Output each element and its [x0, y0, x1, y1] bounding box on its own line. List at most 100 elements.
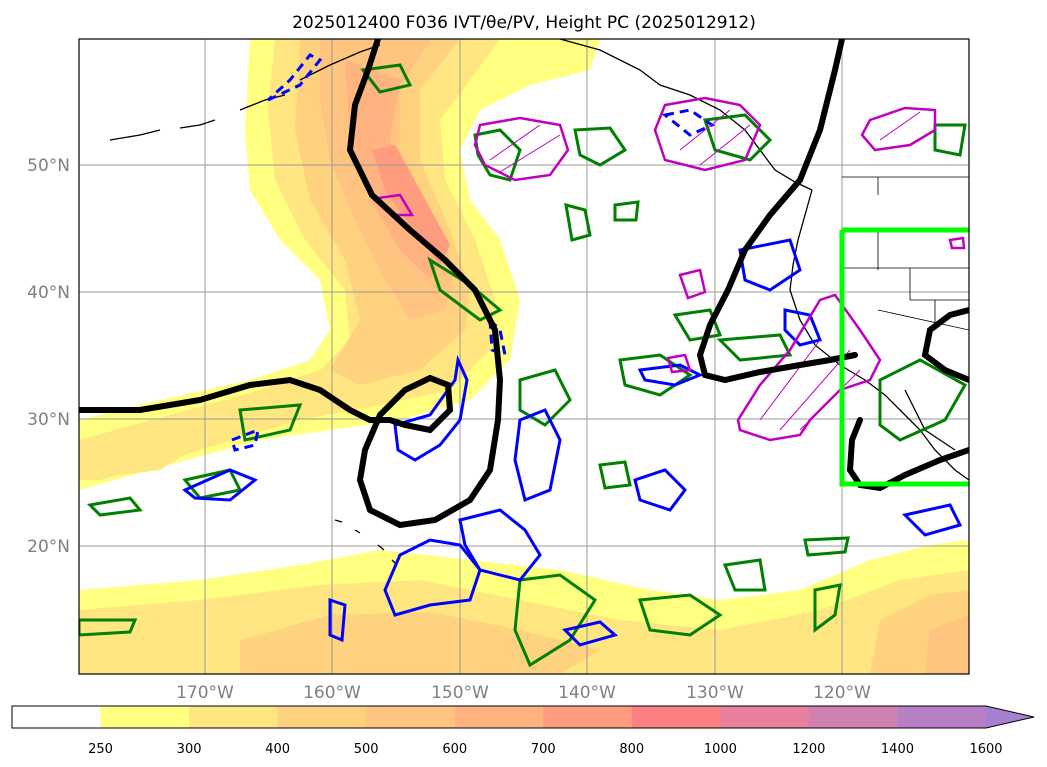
theta-e-contour: [637, 593, 723, 637]
magenta-hatching: [489, 109, 921, 431]
pv-contours: [182, 238, 963, 647]
colorbar-extend-arrow: [986, 706, 1034, 728]
theta-e-contour: [473, 128, 522, 182]
lon-tick-labels: 170°W 160°W 150°W 140°W 130°W 120°W: [176, 683, 871, 703]
theta-e-contour: [86, 496, 143, 517]
colorbar-segment: [277, 706, 367, 728]
pv-contour: [458, 508, 542, 582]
ivt-west-300: [79, 440, 200, 480]
magenta-contour: [736, 293, 882, 442]
hawaii-islands: [334, 519, 397, 565]
lat-tick-label: 50°N: [27, 156, 70, 176]
pv-contour: [738, 238, 802, 292]
colorbar-tick-label: 1600: [969, 742, 1002, 757]
height-contour-west: [79, 39, 504, 529]
lon-tick-label: 130°W: [686, 683, 744, 703]
colorbar-segment: [189, 706, 279, 728]
pv-contour: [637, 363, 704, 387]
magenta-contour: [860, 106, 937, 152]
theta-e-contour: [518, 368, 572, 427]
colorbar-tick-label: 400: [265, 742, 290, 757]
theta-e-contour: [182, 468, 243, 500]
theta-e-contour: [513, 573, 598, 668]
colorbar-tick-label: 800: [619, 742, 644, 757]
figure-title: 2025012400 F036 IVT/θe/PV, Height PC (20…: [292, 13, 756, 33]
colorbar-tick-label: 1400: [881, 742, 914, 757]
pv-dashed-contour: [230, 427, 261, 452]
theta-e-contour: [360, 63, 413, 94]
colorbar-segment: [454, 706, 544, 728]
theta-e-contour: [598, 460, 632, 490]
height-contour-east: [696, 39, 858, 384]
pv-dashed-contour: [488, 316, 508, 358]
lon-tick-label: 160°W: [303, 683, 361, 703]
map-panel: 50°N 40°N 30°N 20°N 170°W 160°W 150°W 14…: [27, 38, 970, 703]
colorbar-tick-label: 700: [531, 742, 556, 757]
colorbar-segment: [100, 706, 190, 728]
colorbar-outline: [11, 705, 1035, 729]
magenta-contour: [948, 236, 966, 250]
theta-e-contour: [813, 583, 842, 633]
colorbar-tick-labels: 250 300 400 500 600 700 800 1000 1200 1400 1600: [88, 742, 1002, 757]
pv-contour: [562, 620, 619, 647]
lat-tick-label: 30°N: [27, 410, 70, 430]
colorbar-tick-label: 1000: [704, 742, 737, 757]
lat-tick-label: 20°N: [27, 537, 70, 557]
colorbar-segment: [366, 706, 456, 728]
colorbar: 250 300 400 500 600 700 800 1000 1200 1400 1600: [11, 705, 1035, 757]
colorbar-segment: [12, 706, 102, 728]
height-contour-coast: [921, 307, 969, 383]
pv-contour: [783, 308, 823, 347]
lat-tick-label: 40°N: [27, 283, 70, 303]
colorbar-tick-label: 600: [442, 742, 467, 757]
theta-e-contour: [702, 113, 773, 162]
hatch-lines: [489, 109, 921, 431]
theta-e-contour: [878, 358, 968, 442]
lon-tick-label: 170°W: [176, 683, 234, 703]
lat-tick-labels: 50°N 40°N 30°N 20°N: [27, 156, 70, 557]
lon-tick-label: 140°W: [558, 683, 616, 703]
lon-tick-label: 150°W: [431, 683, 489, 703]
colorbar-segment: [897, 706, 987, 728]
theta-e-contour: [564, 202, 592, 242]
pv-contour: [393, 354, 469, 462]
theta-e-contour: [803, 536, 850, 557]
map-layers: [79, 39, 969, 674]
pv-contour: [633, 468, 687, 512]
ivt-core-800: [372, 145, 450, 265]
colorbar-segment: [543, 706, 633, 728]
pv-negative-contours: [375, 96, 966, 442]
colorbar-tick-label: 500: [354, 742, 379, 757]
theta-e-contour: [573, 126, 628, 167]
pv-contour: [513, 408, 562, 503]
magenta-contour: [473, 116, 570, 182]
pv-contour: [902, 503, 963, 537]
theta-e-contours: [79, 63, 968, 668]
colorbar-segment: [808, 706, 898, 728]
map-frame: [78, 38, 970, 675]
pv-contour: [328, 597, 347, 643]
colorbar-segment: [720, 706, 810, 728]
highlight-box: [839, 227, 969, 487]
ivt-east-500: [925, 615, 969, 674]
colorbar-tick-label: 300: [177, 742, 202, 757]
colorbar-segment: [631, 706, 721, 728]
theta-e-contour: [722, 558, 767, 592]
theta-e-contour: [238, 403, 303, 442]
theta-e-contour: [716, 333, 793, 362]
alaska-coast: [109, 39, 813, 191]
ivt-shading: [79, 39, 969, 674]
lon-tick-label: 120°W: [813, 683, 871, 703]
colorbar-tick-label: 1200: [792, 742, 825, 757]
magenta-contour: [666, 353, 692, 374]
colorbar-segments: [12, 706, 987, 728]
pv-contour: [383, 538, 482, 617]
colorbar-tick-label: 250: [88, 742, 113, 757]
theta-e-contour: [613, 200, 640, 222]
magenta-contour: [678, 268, 707, 300]
pv-contour: [182, 468, 258, 502]
theta-e-contour: [933, 123, 967, 157]
theta-e-contour: [79, 618, 138, 637]
theta-e-contour: [672, 308, 723, 342]
